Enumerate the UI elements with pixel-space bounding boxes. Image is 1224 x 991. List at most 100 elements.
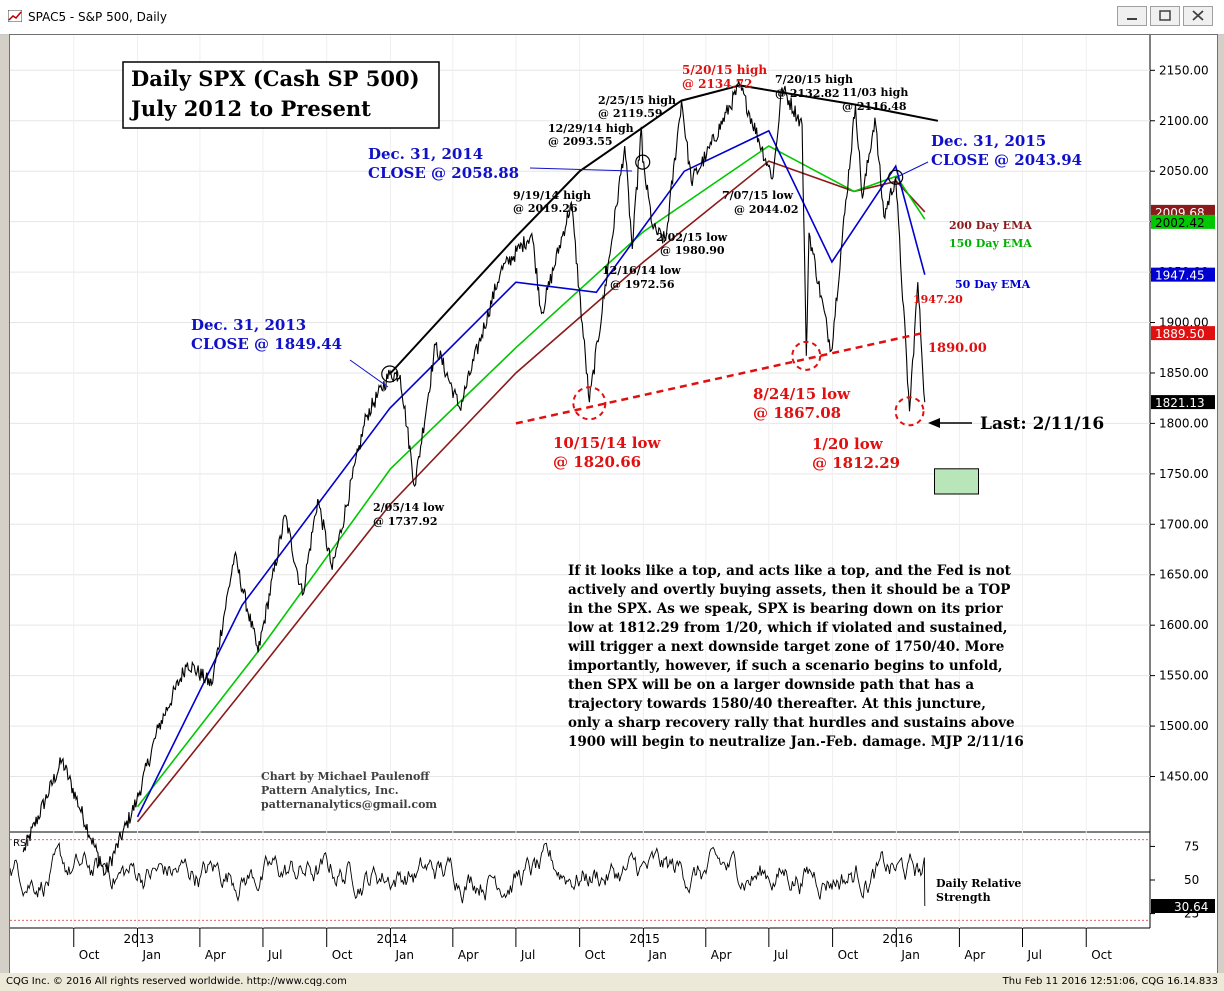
commentary-line: low at 1812.29 from 1/20, which if viola… [568, 620, 1007, 636]
rsi-line [9, 841, 926, 907]
credit-line: Chart by Michael Paulenoff [261, 770, 430, 783]
note-l0120-l1: 1/20 low [812, 435, 884, 453]
leader-dec2014 [529, 167, 633, 172]
note-h0720-l1: 7/20/15 high [775, 73, 853, 86]
x-tick-label: Jul [520, 948, 535, 962]
price-tag-bg [1151, 267, 1215, 282]
last-arrow-icon [928, 418, 940, 428]
x-tick-label: Jan [647, 948, 667, 962]
x-tick-label: Apr [711, 948, 732, 962]
note-l0202-l1: 2/02/15 low [656, 231, 728, 244]
note-l1015-l2: @ 1820.66 [553, 453, 641, 471]
chart-canvas[interactable]: 1450.00 1500.00 1550.00 1600.00 1650.00 1700.… [9, 35, 1217, 973]
circle-marker-dec2014 [635, 154, 651, 170]
time-x-axis: Oct Jan Apr Jul Oct Jan Apr Jul Oct Jan Apr Jul Oct J… [73, 35, 1112, 962]
ema-line-200 [136, 160, 926, 823]
note-h0919-l1: 9/19/14 high [513, 189, 591, 202]
rsi-legend-l2: Strength [936, 891, 991, 904]
maximize-button[interactable] [1150, 6, 1180, 26]
y-tick-label: 1850.00 [1159, 366, 1209, 380]
circle-marker-oct2014-low [572, 386, 607, 421]
note-l0120-l2: @ 1812.29 [812, 454, 900, 472]
price-tag-label: 1889.50 [1155, 327, 1205, 341]
x-tick-label: Oct [1091, 948, 1112, 962]
legend-50ema: 50 Day EMA [955, 278, 1031, 291]
note-h0225-l2: @ 2119.59 [598, 107, 663, 120]
x-tick-label: Oct [79, 948, 100, 962]
note-dec2014-l1: Dec. 31, 2014 [368, 145, 483, 163]
x-tick-label: Oct [332, 948, 353, 962]
rsi-legend-l1: Daily Relative [936, 877, 1021, 890]
annotations: Dec. 31, 2013 CLOSE @ 1849.44 Dec. 31, 2… [191, 63, 1104, 528]
y-tick-label: 2100.00 [1159, 114, 1209, 128]
note-l1216-l2: @ 1972.56 [610, 278, 675, 291]
status-bar: CQG Inc. © 2016 All rights reserved worl… [0, 973, 1224, 991]
maximize-icon [1159, 10, 1171, 21]
note-l0707-l1: 7/07/15 low [722, 189, 794, 202]
x-year-label: 2013 [124, 932, 155, 946]
commentary-line: will trigger a next downside target zone… [567, 639, 1004, 655]
minimize-icon [1127, 18, 1137, 20]
commentary-line: in the SPX. As we speak, SPX is bearing … [568, 601, 1003, 617]
x-tick-label: Jul [267, 948, 282, 962]
chart-window[interactable]: 1450.00 1500.00 1550.00 1600.00 1650.00 1700.… [9, 34, 1218, 974]
commentary-line: actively and overtly buying assets, then… [568, 582, 1010, 598]
x-year-label: 2016 [882, 932, 913, 946]
circle-marker-dec2015 [888, 169, 904, 185]
rsi-last-tag-label: 30.64 [1174, 900, 1208, 914]
window-title: SPAC5 - S&P 500, Daily [28, 10, 167, 24]
minimize-button[interactable] [1117, 6, 1147, 26]
credit-line: Pattern Analytics, Inc. [261, 784, 399, 797]
x-tick-label: Jan [900, 948, 920, 962]
rsi-tick-label: 75 [1184, 839, 1199, 853]
rsi-label: RSI [13, 838, 29, 849]
x-year-label: 2014 [376, 932, 407, 946]
note-h0520-l2: @ 2134.72 [682, 77, 752, 91]
close-button[interactable] [1183, 6, 1213, 26]
price-tag-label: 1947.45 [1155, 269, 1205, 283]
circle-marker-aug2015-low [791, 340, 822, 371]
markers [381, 154, 925, 427]
x-tick-label: Oct [838, 948, 859, 962]
chart-subtitle: July 2012 to Present [129, 96, 371, 121]
price-tag-label: 2002.42 [1155, 216, 1205, 230]
note-dec2014-l2: CLOSE @ 2058.88 [368, 164, 519, 182]
y-tick-label: 1750.00 [1159, 467, 1209, 481]
legend-150ema: 150 Day EMA [949, 237, 1032, 250]
note-h1229-l2: @ 2093.55 [548, 135, 613, 148]
note-l0205-l1: 2/05/14 low [373, 501, 445, 514]
commentary-text: If it looks like a top, and acts like a … [567, 563, 1024, 750]
leader-dec2015 [894, 161, 929, 179]
commentary-line: If it looks like a top, and acts like a … [568, 563, 1012, 579]
y-tick-label: 1550.00 [1159, 669, 1209, 683]
note-l1015-l1: 10/15/14 low [553, 434, 662, 452]
commentary-line: importantly, however, if such a scenario… [568, 658, 1003, 674]
x-tick-label: Oct [585, 948, 606, 962]
price-tag-bg [1151, 326, 1215, 341]
price-tag-bg [1151, 395, 1215, 410]
x-year-label: 2015 [629, 932, 660, 946]
credit-line: patternanalytics@gmail.com [261, 798, 437, 811]
price-line [22, 79, 926, 877]
note-l1216-l1: 12/16/14 low [602, 264, 681, 277]
note-dec2013-l1: Dec. 31, 2013 [191, 316, 306, 334]
rsi-tick-label: 50 [1184, 873, 1199, 887]
commentary-line: 1900 will begin to neutralize Jan.-Feb. … [568, 734, 1024, 750]
y-tick-label: 1500.00 [1159, 719, 1209, 733]
trendlines [389, 84, 939, 425]
rsi-last-tag-bg [1151, 898, 1215, 913]
y-tick-label: 1900.00 [1159, 316, 1209, 330]
note-h1229-l1: 12/29/14 high [548, 122, 634, 135]
note-level-1890: 1890.00 [928, 341, 987, 356]
ema-series [136, 129, 926, 823]
x-tick-label: Apr [964, 948, 985, 962]
y-tick-label: 1600.00 [1159, 618, 1209, 632]
note-last: Last: 2/11/16 [980, 414, 1104, 434]
target-zone-box [934, 468, 979, 495]
leader-dec2013 [349, 359, 389, 388]
x-tick-label: Jul [1026, 948, 1041, 962]
x-tick-label: Jan [142, 948, 162, 962]
price-tag-bg [1151, 214, 1215, 229]
